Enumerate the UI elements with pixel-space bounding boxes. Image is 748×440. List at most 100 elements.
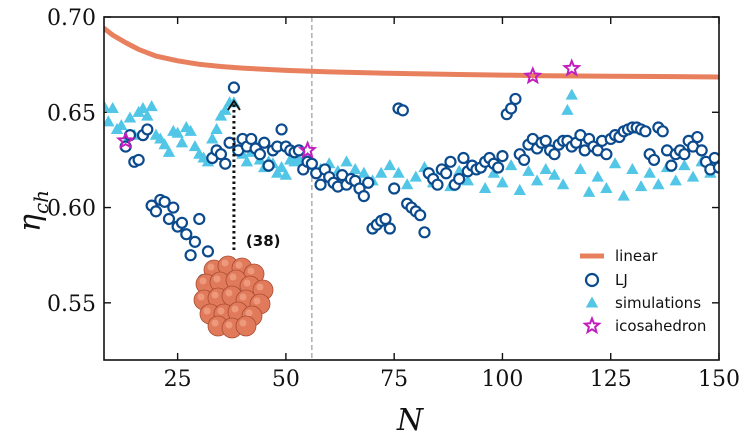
lj-point <box>695 144 708 157</box>
cluster-atom-highlight <box>231 305 239 313</box>
lj-point <box>444 155 457 168</box>
lj-point <box>141 123 154 136</box>
cluster-atom-highlight <box>253 297 261 305</box>
simulation-point <box>240 155 254 167</box>
lj-point <box>162 212 176 226</box>
lj-point <box>357 190 370 203</box>
lj-point <box>184 249 197 262</box>
cluster-atom-highlight <box>239 319 247 327</box>
lj-point <box>362 176 375 189</box>
y-tick-label: 0.60 <box>47 197 96 222</box>
icosahedron-point <box>562 58 582 77</box>
simulation-point <box>275 161 288 173</box>
simulation-point <box>504 159 518 171</box>
plot-frame <box>103 16 720 361</box>
cluster-atom-highlight <box>245 309 253 317</box>
legend-label-lj: LJ <box>615 271 628 289</box>
simulation-point <box>340 155 353 167</box>
simulation-point <box>574 162 587 174</box>
lj-point <box>539 134 552 147</box>
simulation-point <box>530 174 544 186</box>
simulation-point <box>626 162 639 174</box>
lj-point <box>496 150 509 163</box>
simulation-point <box>409 170 423 182</box>
lj-point <box>245 132 258 146</box>
cluster-atom <box>235 315 257 337</box>
lj-point <box>418 226 431 239</box>
lj-point <box>505 102 518 115</box>
cluster-atom-highlight <box>256 283 264 291</box>
simulation-point <box>219 103 232 115</box>
simulation-point <box>513 183 526 195</box>
lj-point <box>132 153 145 167</box>
cluster-atom-highlight <box>211 291 219 299</box>
lj-point <box>492 161 505 174</box>
simulation-point <box>271 166 284 178</box>
lj-point <box>396 104 409 117</box>
lj-point <box>275 123 288 136</box>
x-tick-label: 150 <box>698 367 740 392</box>
simulation-point <box>634 180 648 192</box>
simulation-point <box>617 189 630 201</box>
simulation-point <box>600 182 613 194</box>
simulation-point <box>556 178 570 190</box>
cluster-atom-highlight <box>221 259 229 267</box>
y-axis-label-main: η <box>13 214 48 232</box>
lj-point <box>149 205 163 218</box>
lj-point <box>253 148 267 161</box>
simulation-point <box>400 178 414 190</box>
lj-point <box>656 125 669 138</box>
lj-series <box>119 81 719 287</box>
annotation-arrowhead <box>227 99 241 111</box>
simulation-point <box>487 166 500 178</box>
simulation-point <box>115 119 128 131</box>
lj-point <box>158 195 171 208</box>
x-tick-label: 25 <box>164 367 192 392</box>
legend-swatch-icosahedron <box>582 315 602 335</box>
lj-point <box>314 178 327 191</box>
lj-point <box>379 212 392 226</box>
y-axis-label: ηch <box>13 190 53 232</box>
cluster-atom-highlight <box>235 261 243 269</box>
lj-point <box>305 157 318 170</box>
simulation-point <box>104 100 111 112</box>
lj-point <box>509 92 522 106</box>
simulation-point <box>539 162 552 174</box>
lj-point <box>457 151 470 165</box>
simulation-point <box>184 124 197 136</box>
simulation-point <box>158 138 171 150</box>
legend-label-icosahedron: icosahedron <box>615 317 706 335</box>
x-axis-label: N <box>396 403 425 438</box>
lj-point <box>188 235 202 248</box>
lj-point <box>201 245 215 258</box>
lj-point <box>167 201 180 214</box>
lj-point <box>712 161 719 174</box>
simulation-point <box>375 166 388 178</box>
simulation-point <box>392 166 405 178</box>
simulation-point <box>210 122 223 134</box>
legend: linear LJ simulations icosahedron <box>580 247 706 335</box>
simulation-point <box>582 185 596 197</box>
y-axis-label-sub: ch <box>29 190 53 214</box>
lj-point <box>708 151 719 165</box>
simulation-point <box>608 157 622 169</box>
simulation-point <box>522 164 535 176</box>
legend-swatch-simulations <box>585 296 599 308</box>
simulation-point <box>678 159 691 171</box>
legend-swatch-lj <box>584 272 600 288</box>
simulation-point <box>669 174 682 186</box>
lj-point <box>193 212 206 226</box>
lj-point <box>600 148 613 161</box>
svg-text:ηch: ηch <box>13 190 53 232</box>
x-tick-label: 125 <box>590 367 632 392</box>
icosahedron-series <box>115 58 582 159</box>
cluster-atom-highlight <box>211 319 219 327</box>
simulation-point <box>175 136 189 148</box>
icosahedron-point <box>115 130 136 150</box>
lj-point <box>414 209 427 222</box>
simulation-point <box>106 101 119 114</box>
lj-point <box>678 148 691 161</box>
cluster-illustration <box>193 255 274 339</box>
